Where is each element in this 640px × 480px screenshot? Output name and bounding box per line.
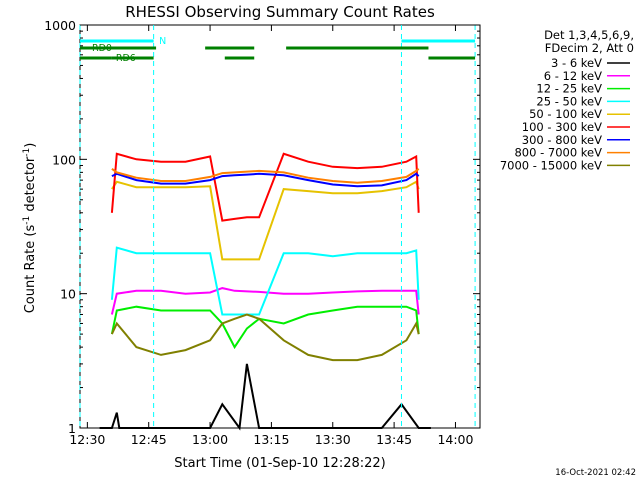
legend-label-3: 25 - 50 keV xyxy=(536,94,602,108)
series-line-6 xyxy=(111,172,420,188)
footer-timestamp: 16-Oct-2021 02:42 xyxy=(555,468,636,478)
legend-label-4: 50 - 100 keV xyxy=(529,107,602,121)
legend-header-line-1: Det 1,3,4,5,6,9, xyxy=(544,28,634,42)
series-line-4 xyxy=(111,180,420,261)
y-axis-label-middle: detector xyxy=(23,156,38,216)
legend-label-2: 12 - 25 keV xyxy=(536,82,602,96)
series-line-0 xyxy=(99,363,431,431)
series-line-5 xyxy=(110,152,420,222)
decim-flag-label: RD6 xyxy=(116,53,136,64)
y-tick-label-3: 1000 xyxy=(44,18,76,33)
series-layer xyxy=(99,152,431,431)
y-tick-label-2: 100 xyxy=(52,152,76,167)
axes: 12:30 12:45 13:00 13:15 13:30 13:45 14:00 1 10 10… xyxy=(44,18,480,447)
legend-header-line-2: FDecim 2, Att 0 xyxy=(545,41,634,55)
x-tick-label-6: 14:00 xyxy=(437,432,473,447)
flags-layer: N RD0 RD6 xyxy=(79,25,476,428)
x-axis-label: Start Time (01-Sep-10 12:28:22) xyxy=(174,456,385,471)
y-axis-label-end: ) xyxy=(23,143,38,148)
series-line-2 xyxy=(110,305,420,350)
y-tick-label-1: 10 xyxy=(60,287,76,302)
legend-label-1: 6 - 12 keV xyxy=(544,69,602,83)
series-line-3 xyxy=(110,246,420,316)
x-tick-label-0: 12:30 xyxy=(69,432,105,447)
y-axis-label-sup-1: -1 xyxy=(22,216,32,225)
series-line-7 xyxy=(111,167,420,184)
legend-label-6: 300 - 800 keV xyxy=(522,133,602,147)
chart-title: RHESSI Observing Summary Count Rates xyxy=(125,3,435,21)
y-axis-label-main: Count Rate (s xyxy=(23,225,38,314)
series-line-1 xyxy=(110,287,420,315)
legend-label-0: 3 - 6 keV xyxy=(551,56,602,70)
x-tick-label-4: 13:30 xyxy=(315,432,351,447)
x-tick-label-3: 13:15 xyxy=(253,432,289,447)
legend-label-8: 7000 - 15000 keV xyxy=(500,158,602,172)
x-tick-label-5: 13:45 xyxy=(376,432,412,447)
series-line-8 xyxy=(110,313,420,362)
y-tick-label-0: 1 xyxy=(68,421,76,436)
night-flag-label: N xyxy=(159,36,166,47)
plot-area xyxy=(79,24,481,429)
plot-frame xyxy=(79,24,481,429)
y-axis-label-sup-2: -1 xyxy=(22,148,32,157)
x-tick-label-2: 13:00 xyxy=(192,432,228,447)
legend-label-7: 800 - 7000 keV xyxy=(514,146,602,160)
y-axis-label: Count Rate (s-1 detector-1) xyxy=(22,143,38,314)
legend: Det 1,3,4,5,6,9, FDecim 2, Att 0 3 - 6 k… xyxy=(500,28,634,172)
legend-label-5: 100 - 300 keV xyxy=(522,120,602,134)
x-tick-label-1: 12:45 xyxy=(131,432,167,447)
saa-flag-label: RD0 xyxy=(92,43,112,54)
